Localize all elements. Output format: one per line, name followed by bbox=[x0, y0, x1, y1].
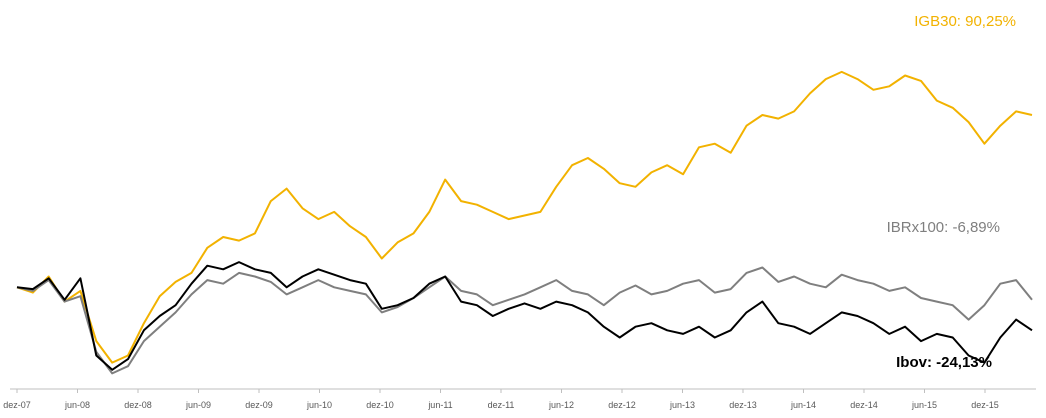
x-tick-label: dez-08 bbox=[124, 400, 152, 410]
x-tick-label: jun-14 bbox=[790, 400, 816, 410]
x-tick-label: jun-15 bbox=[911, 400, 937, 410]
x-tick-label: jun-10 bbox=[306, 400, 332, 410]
x-tick-label: jun-08 bbox=[64, 400, 90, 410]
series-label-igb30: IGB30: 90,25% bbox=[914, 13, 1016, 30]
series-line-igb30 bbox=[16, 70, 1033, 364]
x-axis-tick-labels: dez-07 jun-08 dez-08 jun-09 dez-09 jun-10 dez-… bbox=[3, 400, 999, 410]
x-tick-label: dez-11 bbox=[488, 400, 515, 410]
series-line-ibrx100 bbox=[16, 266, 1033, 375]
series-label-ibrx100: IBRx100: -6,89% bbox=[887, 219, 1000, 236]
series-line-ibov bbox=[16, 261, 1033, 371]
x-tick-label: dez-10 bbox=[366, 400, 394, 410]
x-axis-ticks bbox=[16, 389, 986, 393]
x-tick-label: dez-12 bbox=[608, 400, 636, 410]
x-tick-label: jun-13 bbox=[669, 400, 695, 410]
x-tick-label: dez-07 bbox=[3, 400, 31, 410]
series-lines bbox=[16, 70, 1033, 375]
series-label-ibov: Ibov: -24,13% bbox=[896, 354, 992, 371]
x-tick-label: jun-12 bbox=[548, 400, 574, 410]
x-tick-label: dez-09 bbox=[245, 400, 273, 410]
x-tick-label: dez-15 bbox=[971, 400, 999, 410]
x-tick-label: dez-14 bbox=[850, 400, 878, 410]
x-tick-label: jun-09 bbox=[185, 400, 211, 410]
x-tick-label: dez-13 bbox=[729, 400, 757, 410]
x-tick-label: jun-11 bbox=[427, 400, 452, 410]
